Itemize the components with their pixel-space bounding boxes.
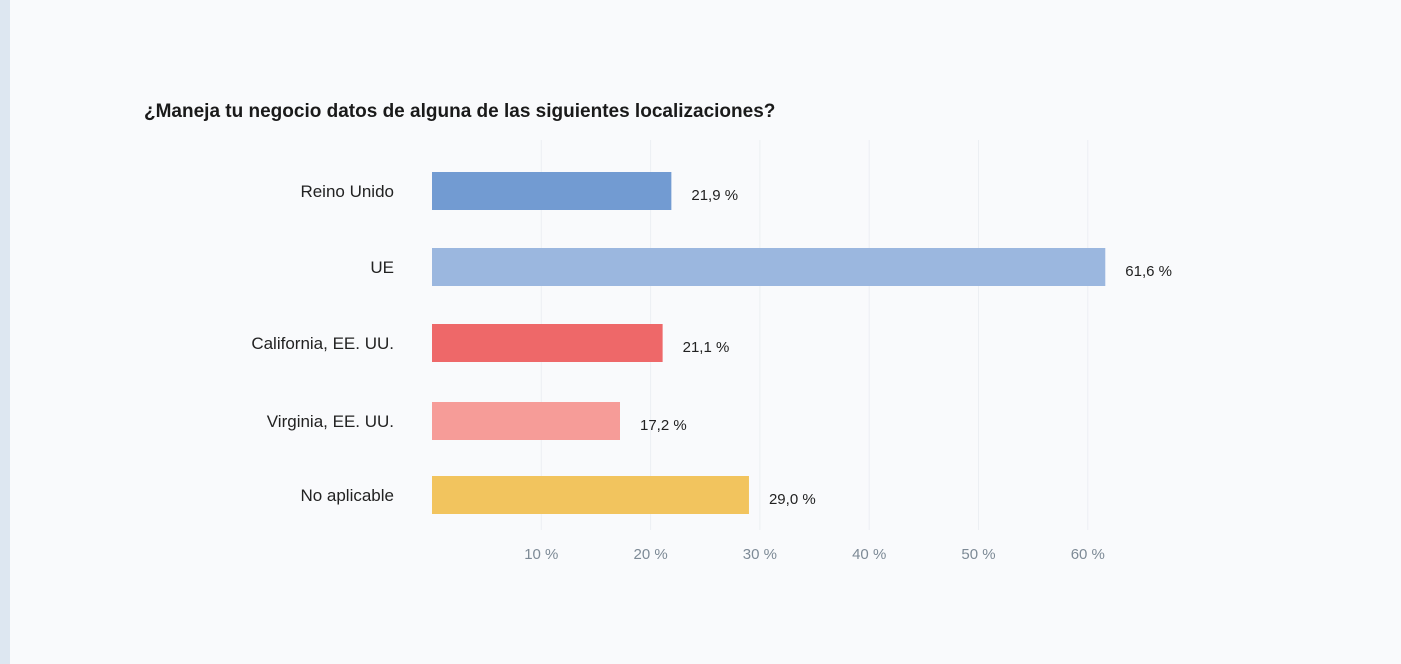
- bar-ue[interactable]: [432, 248, 1106, 286]
- value-label: 29,0 %: [769, 491, 816, 508]
- x-tick-label: 50 %: [961, 546, 995, 563]
- value-labels: 21,9 % 61,6 % 21,1 % 17,2 % 29,0 %: [640, 187, 1172, 508]
- bar-reino-unido[interactable]: [432, 172, 672, 210]
- x-tick-label: 30 %: [743, 546, 777, 563]
- category-label: Virginia, EE. UU.: [267, 412, 394, 431]
- bars: [432, 172, 1106, 514]
- category-label: California, EE. UU.: [251, 334, 394, 353]
- bar-california-ee-uu[interactable]: [432, 324, 663, 362]
- x-tick-label: 40 %: [852, 546, 886, 563]
- x-axis-ticks: 10 % 20 % 30 % 40 % 50 % 60 %: [524, 546, 1105, 563]
- category-labels: Reino Unido UE California, EE. UU. Virginia…: [251, 182, 394, 505]
- value-label: 21,1 %: [683, 339, 730, 356]
- x-tick-label: 20 %: [633, 546, 667, 563]
- left-accent-bar: [0, 0, 10, 664]
- chart-title: ¿Maneja tu negocio datos de alguna de la…: [144, 101, 776, 122]
- category-label: UE: [370, 258, 394, 277]
- value-label: 21,9 %: [691, 187, 738, 204]
- category-label: No aplicable: [300, 486, 394, 505]
- value-label: 17,2 %: [640, 417, 687, 434]
- bar-no-aplicable[interactable]: [432, 476, 749, 514]
- x-tick-label: 60 %: [1071, 546, 1105, 563]
- value-label: 61,6 %: [1125, 263, 1172, 280]
- bar-virginia-ee-uu[interactable]: [432, 402, 620, 440]
- x-tick-label: 10 %: [524, 546, 558, 563]
- category-label: Reino Unido: [300, 182, 394, 201]
